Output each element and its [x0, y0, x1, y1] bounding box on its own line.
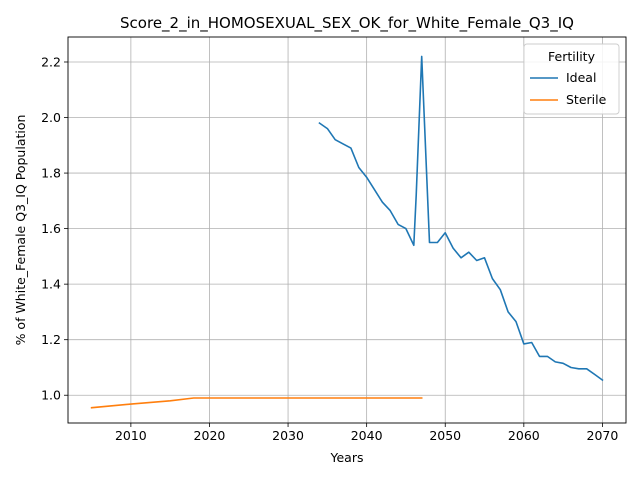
legend-box	[523, 43, 620, 115]
y-tick-label: 1.4	[41, 277, 61, 292]
y-tick-label: 1.2	[41, 332, 61, 347]
y-tick-label: 2.0	[41, 110, 61, 125]
x-axis-title: Years	[330, 450, 364, 465]
y-tick-label: 1.8	[41, 166, 61, 181]
legend-label-ideal: Ideal	[566, 70, 596, 85]
legend-title: Fertility	[548, 49, 596, 64]
series-line-sterile	[90, 397, 423, 409]
x-tick-label: 2020	[194, 428, 226, 443]
plot-frame	[67, 36, 627, 424]
x-tick-label: 2070	[587, 428, 619, 443]
y-tick-label: 1.6	[41, 221, 61, 236]
legend-label-sterile: Sterile	[566, 92, 607, 107]
y-axis-ticks: 1.0 1.2 1.4 1.6 1.8 2.0 2.2	[41, 54, 68, 403]
y-tick-label: 1.0	[41, 388, 61, 403]
y-axis-title: % of White_Female Q3_IQ Population	[13, 115, 28, 346]
x-tick-label: 2040	[351, 428, 383, 443]
x-axis-ticks: 2010 2020 2030 2040 2050 2060 2070	[115, 423, 618, 443]
x-tick-label: 2030	[272, 428, 304, 443]
x-tick-label: 2010	[115, 428, 147, 443]
chart-title: Score_2_in_HOMOSEXUAL_SEX_OK_for_White_F…	[120, 14, 574, 33]
series-line-ideal	[318, 55, 604, 382]
x-tick-label: 2050	[429, 428, 461, 443]
legend: Fertility Ideal Sterile	[523, 43, 620, 115]
series-layer	[90, 55, 604, 409]
x-tick-label: 2060	[508, 428, 540, 443]
y-tick-label: 2.2	[41, 54, 61, 69]
